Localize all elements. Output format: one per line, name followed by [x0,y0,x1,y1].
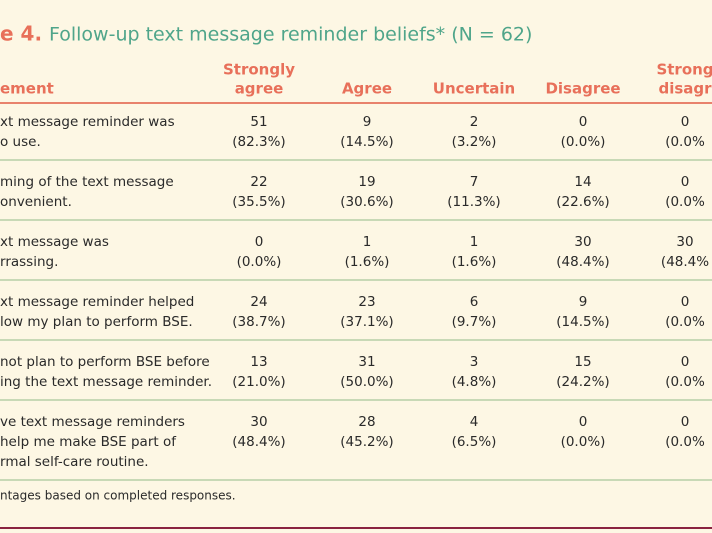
statement-line: low my plan to perform BSE. [0,314,193,330]
cell-text: 0 [579,114,588,130]
column-header: Strong [656,61,712,79]
cell-text: 30 [574,234,591,250]
cell-text: (22.6%) [556,194,609,210]
cell-text: 4 [470,414,479,430]
cell-text: 19 [358,174,375,190]
cell-text: (35.5%) [232,194,285,210]
cell-text: 0 [681,414,690,430]
footnote: ntages based on completed responses. [0,489,236,503]
cell-text: (37.1%) [340,314,393,330]
cell-text: (50.0%) [340,374,393,390]
cell-text: 23 [358,294,375,310]
statement-line: help me make BSE part of [0,434,177,450]
column-header: Uncertain [433,80,515,98]
cell-text: 30 [250,414,267,430]
cell-text: (0.0%) [237,254,282,270]
statement-line: ming of the text message [0,174,174,190]
table-label: e 4. [0,22,42,46]
cell-text: 14 [574,174,591,190]
cell-text: (0.0%) [561,134,606,150]
statement-line: o use. [0,134,41,150]
cell-text: (0.0% [665,434,705,450]
cell-text: 2 [470,114,479,130]
statement-line: onvenient. [0,194,72,210]
statement-line: xt message reminder was [0,114,175,130]
cell-text: (82.3%) [232,134,285,150]
cell-text: (48.4%) [232,434,285,450]
statement-line: ing the text message reminder. [0,374,212,390]
cell-text: (0.0% [665,134,705,150]
cell-text: 24 [250,294,267,310]
header-statement: ement [0,80,54,98]
column-header: Agree [342,80,392,98]
cell-text: 9 [363,114,372,130]
cell-text: (3.2%) [452,134,497,150]
statement-line: rmal self-care routine. [0,454,149,470]
column-header: disagr [658,80,712,98]
cell-text: 0 [681,174,690,190]
cell-text: 22 [250,174,267,190]
cell-text: (30.6%) [340,194,393,210]
cell-text: 3 [470,354,479,370]
column-header: Strongly [223,61,295,79]
statement-line: rrassing. [0,254,58,270]
cell-text: (0.0% [665,314,705,330]
column-header: Disagree [545,80,620,98]
cell-text: (0.0%) [561,434,606,450]
statement-line: xt message reminder helped [0,294,194,310]
cell-text: 0 [681,294,690,310]
cell-text: 0 [681,354,690,370]
cell-text: 1 [363,234,372,250]
cell-text: 30 [676,234,693,250]
cell-text: 7 [470,174,479,190]
cell-text: 13 [250,354,267,370]
cell-text: 1 [470,234,479,250]
cell-text: 0 [255,234,264,250]
cell-text: 0 [681,114,690,130]
cell-text: (14.5%) [556,314,609,330]
statement-line: xt message was [0,234,109,250]
cell-text: (14.5%) [340,134,393,150]
cell-text: (24.2%) [556,374,609,390]
cell-text: (4.8%) [452,374,497,390]
cell-text: (1.6%) [345,254,390,270]
cell-text: (48.4%) [556,254,609,270]
cell-text: (11.3%) [447,194,500,210]
cell-text: (45.2%) [340,434,393,450]
cell-text: 31 [358,354,375,370]
cell-text: 6 [470,294,479,310]
cell-text: (1.6%) [452,254,497,270]
cell-text: 9 [579,294,588,310]
table-title: Follow-up text message reminder beliefs*… [49,24,532,46]
cell-text: (38.7%) [232,314,285,330]
cell-text: 28 [358,414,375,430]
cell-text: (48.4% [661,254,709,270]
statement-line: ve text message reminders [0,414,185,430]
cell-text: (9.7%) [452,314,497,330]
cell-text: (0.0% [665,374,705,390]
cell-text: (21.0%) [232,374,285,390]
column-header: agree [235,80,284,98]
cell-text: 51 [250,114,267,130]
statement-line: not plan to perform BSE before [0,354,210,370]
cell-text: 0 [579,414,588,430]
cell-text: (0.0% [665,194,705,210]
cell-text: (6.5%) [452,434,497,450]
cell-text: 15 [574,354,591,370]
